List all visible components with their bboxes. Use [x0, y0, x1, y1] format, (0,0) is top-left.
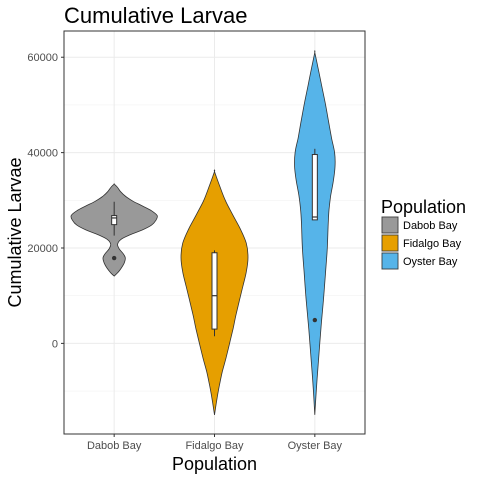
- y-tick-label: 0: [52, 338, 58, 350]
- legend: Population Dabob Bay Fidalgo Bay Oyster Ba…: [381, 197, 466, 270]
- x-axis-title: Population: [172, 454, 257, 474]
- y-axis-title: Cumulative Larvae: [5, 157, 25, 307]
- chart-title: Cumulative Larvae: [64, 3, 247, 28]
- outlier-dabob-bay: [111, 255, 117, 261]
- box-oyster-bay: [311, 154, 318, 221]
- x-tick-label: Oyster Bay: [288, 440, 343, 452]
- legend-label-fidalgo-bay: Fidalgo Bay: [403, 238, 462, 250]
- violin-oyster-bay: [294, 50, 336, 415]
- y-tick-label: 40000: [27, 148, 58, 160]
- outlier-oyster-bay: [312, 317, 318, 323]
- x-tick-label: Dabob Bay: [87, 440, 142, 452]
- box-dabob-bay: [111, 215, 118, 226]
- boxplots: [111, 148, 318, 337]
- legend-title: Population: [381, 197, 466, 217]
- legend-swatch-fidalgo-bay: [381, 234, 399, 252]
- box-fidalgo-bay: [211, 252, 218, 330]
- legend-label-oyster-bay: Oyster Bay: [403, 256, 458, 268]
- legend-label-dabob-bay: Dabob Bay: [403, 220, 458, 232]
- y-tick-label: 60000: [27, 52, 58, 64]
- x-tick-label: Fidalgo Bay: [185, 440, 244, 452]
- y-tick-label: 20000: [27, 243, 58, 255]
- legend-swatch-oyster-bay: [381, 252, 399, 270]
- legend-swatch-dabob-bay: [381, 216, 399, 234]
- y-axis: 0 20000 40000 60000: [27, 52, 64, 350]
- x-axis: Dabob Bay Fidalgo Bay Oyster Bay: [87, 434, 343, 452]
